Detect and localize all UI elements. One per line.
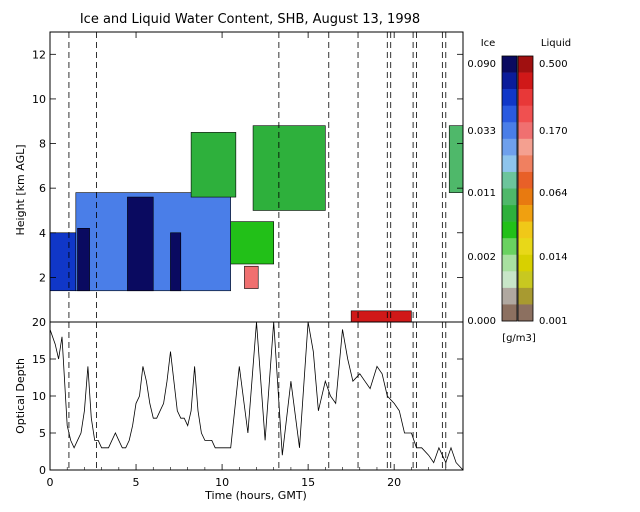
- x-tick-label: 5: [133, 476, 140, 489]
- x-tick-label: 10: [215, 476, 229, 489]
- heatmap-y-tick-label: 2: [39, 271, 46, 284]
- liquid-scale-cell: [518, 254, 533, 272]
- ice-scale-cell: [502, 72, 517, 90]
- ice-scale-cell: [502, 155, 517, 173]
- heatmap-region-2: [77, 228, 90, 292]
- liquid-scale-cell: [518, 238, 533, 256]
- ice-scale-tick-label: 0.011: [467, 188, 496, 199]
- od-y-tick-label: 10: [32, 390, 46, 403]
- x-tick-label: 15: [301, 476, 315, 489]
- liquid-scale-cell: [518, 221, 533, 239]
- x-tick-label: 20: [387, 476, 401, 489]
- liquid-scale-cell: [518, 122, 533, 140]
- heatmap-region-9: [244, 265, 259, 289]
- heatmap-region-4: [170, 232, 182, 292]
- od-y-tick-label: 5: [39, 427, 46, 440]
- ice-scale-cell: [502, 89, 517, 106]
- ice-scale-cell: [502, 122, 517, 140]
- ice-scale-tick-label: 0.033: [467, 126, 496, 137]
- ice-scale-title: Ice: [481, 38, 496, 49]
- ice-scale-cell: [502, 271, 517, 289]
- liquid-scale-cell: [518, 138, 533, 156]
- optical-depth-frame: [49, 321, 464, 471]
- heatmap-y-tick-label: 12: [32, 48, 46, 61]
- x-axis-label: Time (hours, GMT): [204, 489, 307, 502]
- ice-scale-cell: [502, 171, 517, 189]
- ice-scale-tick-label: 0.090: [467, 59, 496, 70]
- heatmap-y-tick-label: 10: [32, 93, 46, 106]
- od-y-tick-label: 0: [39, 464, 46, 477]
- ice-scale-cell: [502, 138, 517, 156]
- ice-scale-tick-label: 0.002: [467, 252, 496, 263]
- heatmap-region-10: [350, 310, 412, 323]
- liquid-scale-cell: [518, 171, 533, 189]
- heatmap-y-tick-label: 8: [39, 138, 46, 151]
- liquid-scale-cell: [518, 72, 533, 90]
- ice-scale-cell: [502, 188, 517, 206]
- liquid-scale-tick-label: 0.014: [539, 252, 568, 263]
- liquid-scale-tick-label: 0.500: [539, 59, 568, 70]
- ice-scale-tick-label: 0.000: [467, 316, 496, 327]
- heatmap-y-tick-label: 4: [39, 227, 46, 240]
- heatmap-region-8: [448, 125, 464, 193]
- liquid-scale-cell: [518, 105, 533, 123]
- heatmap-region-0: [49, 232, 77, 292]
- liquid-scale-title: Liquid: [541, 38, 571, 49]
- liquid-scale-frame: [517, 55, 534, 322]
- x-tick-label: 0: [47, 476, 54, 489]
- optical-depth-series: [49, 321, 464, 471]
- od-y-tick-label: 15: [32, 353, 46, 366]
- od-y-tick-label: 20: [32, 316, 46, 329]
- ice-scale-cell: [502, 221, 517, 239]
- heatmap-region-6: [252, 125, 326, 211]
- heatmap-y-axis-label: Height [km AGL]: [14, 144, 27, 235]
- liquid-scale-cell: [518, 188, 533, 206]
- liquid-color-scale: [518, 56, 533, 322]
- heatmap-region-3: [127, 196, 154, 292]
- heatmap-y-tick-label: 6: [39, 182, 46, 195]
- liquid-scale-cell: [518, 271, 533, 289]
- ice-scale-cell: [502, 287, 517, 305]
- liquid-scale-cell: [518, 89, 533, 106]
- optical-depth-y-axis-label: Optical Depth: [14, 358, 27, 434]
- ice-color-scale: [502, 56, 517, 322]
- liquid-scale-tick-label: 0.064: [539, 188, 568, 199]
- heatmap-region-5: [230, 221, 275, 265]
- liquid-scale-cell: [518, 205, 533, 222]
- ice-scale-cell: [502, 105, 517, 123]
- ice-scale-cell: [502, 304, 517, 322]
- ice-scale-cell: [502, 56, 517, 73]
- liquid-scale-cell: [518, 304, 533, 322]
- heatmap-region-7: [190, 132, 237, 198]
- scale-units: [g/m3]: [502, 333, 536, 344]
- ice-scale-cell: [502, 238, 517, 256]
- liquid-scale-tick-label: 0.170: [539, 126, 568, 137]
- ice-scale-frame: [501, 55, 518, 322]
- liquid-scale-cell: [518, 287, 533, 305]
- ice-scale-cell: [502, 205, 517, 222]
- ice-scale-cell: [502, 254, 517, 272]
- liquid-scale-tick-label: 0.001: [539, 316, 568, 327]
- liquid-scale-cell: [518, 56, 533, 73]
- liquid-scale-cell: [518, 155, 533, 173]
- chart-title: Ice and Liquid Water Content, SHB, Augus…: [80, 12, 420, 27]
